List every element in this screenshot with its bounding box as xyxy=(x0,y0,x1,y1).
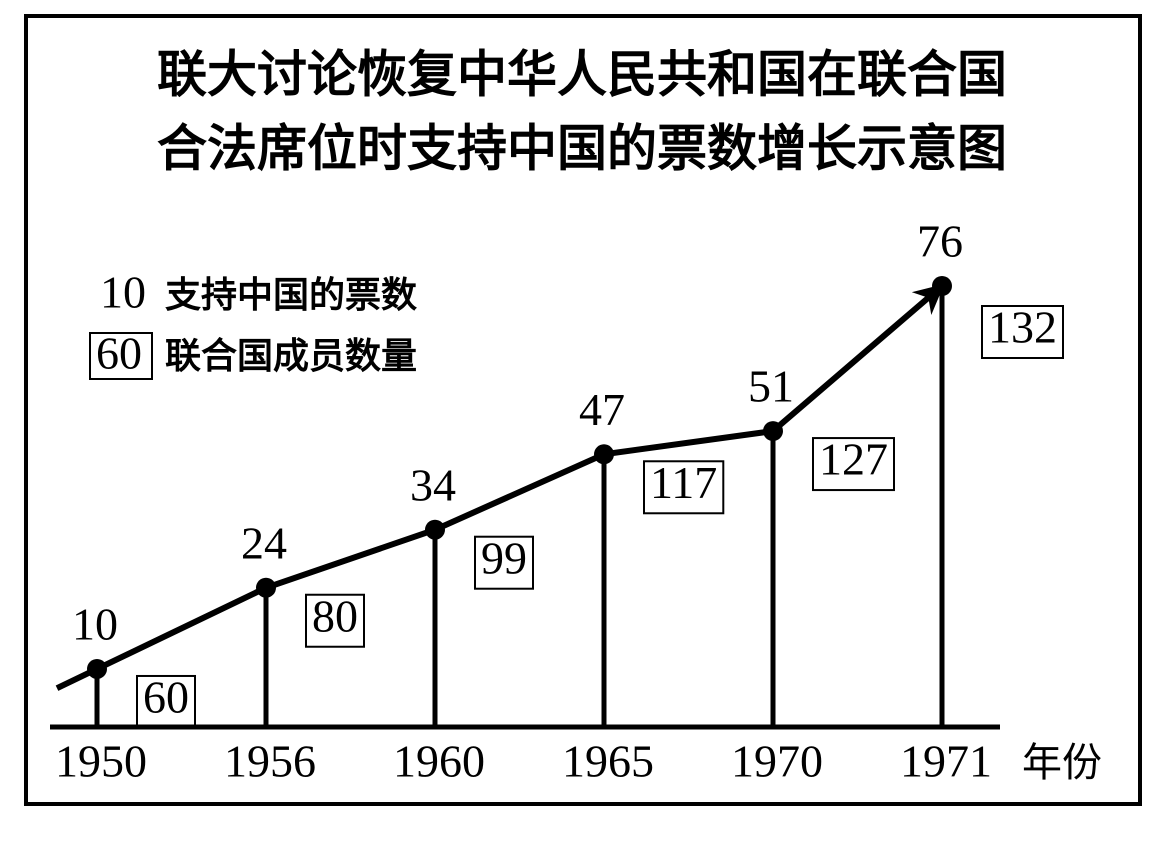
member-box xyxy=(305,593,365,648)
vote-label: 24 xyxy=(241,517,287,568)
member-label: 117 xyxy=(650,457,717,508)
title-line: 合法席位时支持中国的票数增长示意图 xyxy=(157,120,1007,178)
legend-label: 支持中国的票数 xyxy=(165,275,417,316)
x-tick-label: 1971 xyxy=(900,736,992,787)
vote-point xyxy=(425,519,445,540)
member-box xyxy=(812,437,895,492)
member-label: 60 xyxy=(143,672,189,723)
member-box xyxy=(136,674,196,729)
x-tick-label: 1960 xyxy=(393,736,485,787)
x-tick-label: 1970 xyxy=(731,736,823,787)
vote-label: 76 xyxy=(917,216,963,267)
legend-label: 联合国成员数量 xyxy=(165,336,417,377)
vote-label: 10 xyxy=(72,599,118,650)
vote-point xyxy=(932,276,952,296)
vote-label: 51 xyxy=(748,361,794,412)
x-tick-label: 1956 xyxy=(224,736,316,787)
vote-point xyxy=(87,658,107,679)
member-label: 80 xyxy=(312,590,358,641)
member-label: 99 xyxy=(481,532,527,583)
member-box xyxy=(474,535,534,590)
x-axis-label: 年份 xyxy=(1022,740,1102,786)
frame xyxy=(24,14,1142,806)
vote-point xyxy=(594,444,614,465)
legend-sample: 10 xyxy=(100,267,146,318)
vote-point xyxy=(256,577,276,598)
member-box xyxy=(981,305,1064,359)
member-label: 127 xyxy=(819,434,888,485)
member-label: 132 xyxy=(988,302,1057,353)
title-line: 联大讨论恢复中华人民共和国在联合国 xyxy=(157,46,1007,104)
vote-line xyxy=(95,283,945,672)
legend-sample: 60 xyxy=(96,328,142,379)
vote-label: 47 xyxy=(579,384,625,435)
legend-box xyxy=(89,332,153,380)
x-tick-label: 1965 xyxy=(562,736,654,787)
vote-label: 34 xyxy=(410,459,456,510)
vote-point xyxy=(763,421,783,442)
member-box xyxy=(643,460,725,515)
x-tick-label: 1950 xyxy=(55,736,147,787)
